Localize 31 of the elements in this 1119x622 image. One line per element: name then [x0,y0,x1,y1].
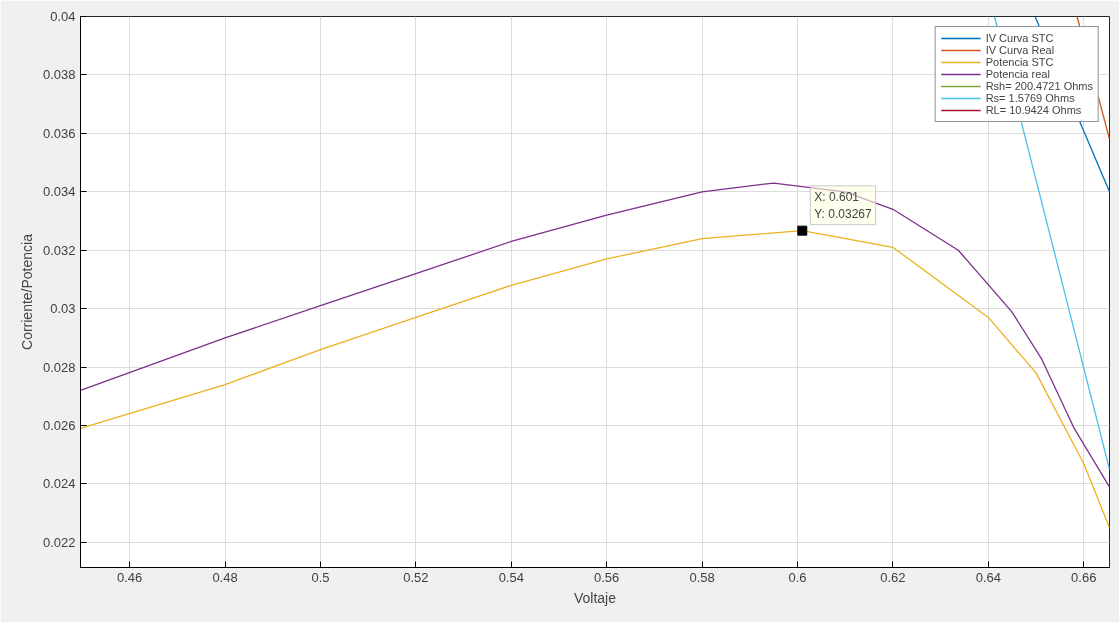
legend-label: IV Curva STC [985,32,1054,44]
x-tick-label: 0.54 [498,569,524,585]
y-axis-title: Corriente/Potencia [18,233,35,350]
legend-label: Potencia real [985,68,1050,80]
legend-label: Potencia STC [985,56,1054,68]
y-tick-label: 0.04 [50,9,76,24]
y-tick-label: 0.038 [42,67,76,83]
x-tick-label: 0.52 [403,569,429,585]
legend-label: RL= 10.9424 Ohms [985,104,1082,116]
x-axis-title: Voltaje [573,589,617,606]
legend-label: Rs= 1.5769 Ohms [985,92,1075,104]
x-tick-label: 0.64 [975,569,1001,585]
x-tick-label: 0.66 [1071,569,1097,585]
y-tick-label: 0.032 [42,242,76,258]
x-tick-label: 0.6 [788,569,807,585]
legend-label: IV Curva Real [985,44,1055,56]
y-tick-label: 0.026 [42,418,76,434]
y-tick-label: 0.034 [42,184,76,200]
legend-label: Rsh= 200.4721 Ohms [985,80,1093,92]
x-tick-label: 0.48 [212,569,238,585]
y-tick-label: 0.022 [42,534,76,550]
y-tick-label: 0.03 [50,301,76,317]
x-tick-label: 0.62 [880,569,906,585]
annotation: X: 0.601 Y: 0.03267 [814,189,872,221]
y-tick-label: 0.036 [42,125,76,141]
x-tick-label: 0.58 [689,569,715,585]
x-tick-label: 0.46 [116,569,143,585]
y-tick-label: 0.024 [42,476,76,492]
y-tick-label: 0.028 [42,359,76,375]
x-tick-label: 0.5 [311,569,330,585]
x-tick-label: 0.56 [594,569,620,585]
